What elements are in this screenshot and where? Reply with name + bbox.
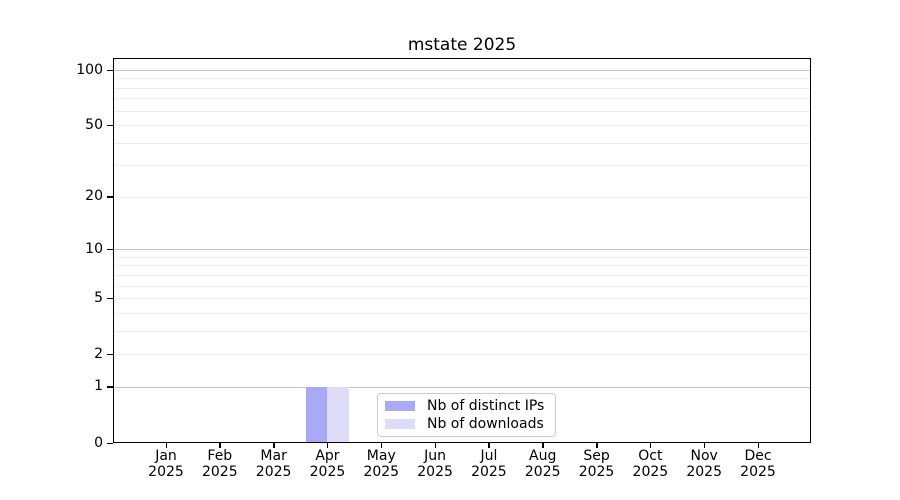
y-axis-tick-label: 1 <box>94 378 103 395</box>
chart-title: mstate 2025 <box>407 35 517 55</box>
minor-gridline <box>113 330 811 332</box>
x-axis-tick-label: Jan 2025 <box>148 448 184 480</box>
minor-gridline <box>113 165 811 167</box>
bar-distinct-ips <box>305 386 328 443</box>
y-axis-tick-label: 20 <box>85 188 103 205</box>
y-axis-tick <box>107 124 113 127</box>
x-axis-tick <box>273 443 275 448</box>
minor-gridline <box>113 110 811 112</box>
minor-gridline <box>113 78 811 80</box>
legend-label-distinct-ips: Nb of distinct IPs <box>427 398 545 414</box>
x-axis-tick <box>165 443 167 448</box>
minor-gridline <box>113 274 811 276</box>
y-axis-tick-label: 0 <box>94 434 103 451</box>
y-axis-tick <box>107 248 113 251</box>
x-axis-tick <box>219 443 221 448</box>
y-axis-tick <box>107 353 113 356</box>
y-axis-tick <box>107 442 113 444</box>
x-axis-tick-label: Sep 2025 <box>578 448 615 480</box>
x-axis-tick <box>488 443 490 448</box>
x-axis-tick <box>596 443 598 448</box>
x-axis-tick-label: May 2025 <box>363 448 400 480</box>
x-axis-tick-label: Nov 2025 <box>686 448 722 480</box>
legend-swatch-downloads <box>385 419 415 429</box>
y-axis-tick-label: 10 <box>85 240 103 257</box>
y-axis-tick-label: 50 <box>85 116 103 133</box>
x-axis-tick-label: Feb 2025 <box>201 448 238 480</box>
y-axis-tick <box>107 69 113 71</box>
bar-downloads <box>327 386 349 443</box>
x-axis-tick <box>703 443 706 448</box>
minor-gridline <box>113 354 811 356</box>
minor-gridline <box>113 285 811 287</box>
minor-gridline <box>113 87 811 89</box>
y-axis-tick <box>107 196 113 198</box>
legend-swatch-distinct-ips <box>385 401 415 411</box>
x-axis-tick <box>380 443 383 448</box>
minor-gridline <box>113 298 811 300</box>
x-axis-tick-label: Oct 2025 <box>632 448 669 480</box>
major-gridline <box>113 249 811 251</box>
x-axis-tick <box>757 443 759 448</box>
plot-area: Nb of distinct IPs Nb of downloads <box>113 58 811 443</box>
x-axis-tick <box>326 443 329 448</box>
y-axis-tick <box>107 386 113 388</box>
x-axis-tick-label: Mar 2025 <box>255 448 292 480</box>
legend-item-distinct-ips: Nb of distinct IPs <box>385 397 548 415</box>
legend-label-downloads: Nb of downloads <box>427 416 544 432</box>
minor-gridline <box>113 312 811 314</box>
y-axis-tick <box>107 297 113 300</box>
x-axis-tick-label: Jun 2025 <box>417 448 453 480</box>
y-axis-tick-label: 2 <box>94 345 103 362</box>
x-axis-tick-label: Jul 2025 <box>471 448 507 480</box>
major-gridline <box>113 386 811 388</box>
minor-gridline <box>113 196 811 198</box>
x-axis-tick <box>434 443 437 448</box>
x-axis-tick <box>649 443 652 448</box>
minor-gridline <box>113 256 811 258</box>
x-axis-tick <box>542 443 544 448</box>
legend-item-downloads: Nb of downloads <box>385 415 548 433</box>
major-gridline <box>113 70 811 71</box>
x-axis-tick-label: Apr 2025 <box>309 448 346 480</box>
minor-gridline <box>113 265 811 267</box>
minor-gridline <box>113 98 811 100</box>
minor-gridline <box>113 125 811 127</box>
y-axis-tick-label: 5 <box>94 289 103 306</box>
x-axis-tick-label: Dec 2025 <box>740 448 776 480</box>
minor-gridline <box>113 142 811 144</box>
legend: Nb of distinct IPs Nb of downloads <box>377 393 556 437</box>
x-axis-tick-label: Aug 2025 <box>524 448 561 480</box>
y-axis-tick-label: 100 <box>76 61 103 78</box>
